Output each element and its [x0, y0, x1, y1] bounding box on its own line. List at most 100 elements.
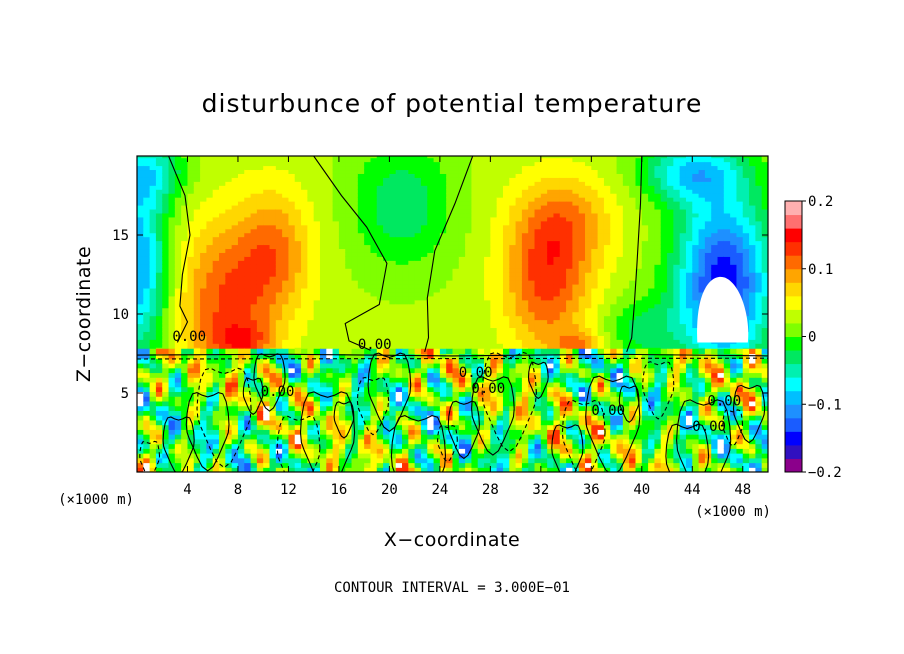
field-cell: [339, 288, 346, 293]
field-cell: [408, 296, 415, 301]
field-cell: [434, 233, 441, 238]
field-cell: [471, 221, 478, 226]
field-cell: [497, 339, 504, 344]
field-cell: [427, 193, 434, 198]
field-cell: [440, 162, 447, 167]
field-cell: [377, 272, 384, 277]
field-cell: [446, 343, 453, 348]
field-cell: [478, 335, 485, 340]
field-cell: [503, 304, 510, 309]
field-cell: [370, 331, 377, 336]
field-cell: [257, 272, 264, 277]
field-cell: [642, 264, 649, 269]
field-cell: [295, 197, 302, 202]
field-cell: [288, 244, 295, 249]
field-cell: [699, 177, 706, 182]
field-cell: [724, 343, 731, 348]
field-cell: [213, 181, 220, 186]
field-cell: [484, 296, 491, 301]
field-cell: [206, 292, 213, 297]
field-cell: [225, 288, 232, 293]
field-cell: [434, 169, 441, 174]
field-cell: [358, 209, 365, 214]
field-cell: [200, 225, 207, 230]
field-cell: [244, 308, 251, 313]
field-cell: [408, 177, 415, 182]
field-cell: [150, 169, 157, 174]
field-cell: [591, 213, 598, 218]
field-cell: [680, 280, 687, 285]
field-cell: [352, 233, 359, 238]
field-cell: [244, 280, 251, 285]
field-cell: [156, 339, 163, 344]
field-cell: [301, 193, 308, 198]
field-cell: [206, 284, 213, 289]
field-cell: [389, 225, 396, 230]
field-cell: [446, 162, 453, 167]
field-cell: [497, 320, 504, 325]
field-cell: [408, 276, 415, 281]
field-cell: [307, 177, 314, 182]
field-cell: [718, 165, 725, 170]
field-cell: [667, 209, 674, 214]
field-cell: [251, 229, 258, 234]
field-cell: [522, 264, 529, 269]
field-cell: [150, 304, 157, 309]
field-cell: [478, 162, 485, 167]
field-cell: [408, 335, 415, 340]
field-cell: [566, 284, 573, 289]
field-cell: [156, 284, 163, 289]
field-cell: [364, 264, 371, 269]
field-cell: [427, 252, 434, 257]
field-cell: [162, 189, 169, 194]
field-cell: [364, 304, 371, 309]
field-cell: [370, 272, 377, 277]
field-cell: [352, 327, 359, 332]
field-cell: [156, 256, 163, 261]
field-cell: [320, 233, 327, 238]
field-cell: [251, 233, 258, 238]
field-cell: [156, 312, 163, 317]
field-cell: [206, 312, 213, 317]
field-cell: [364, 165, 371, 170]
field-cell: [471, 335, 478, 340]
field-cell: [749, 177, 756, 182]
field-cell: [194, 181, 201, 186]
field-cell: [150, 288, 157, 293]
field-cell: [383, 312, 390, 317]
field-cell: [175, 264, 182, 269]
field-cell: [232, 304, 239, 309]
field-cell: [522, 244, 529, 249]
field-cell: [736, 256, 743, 261]
field-cell: [213, 217, 220, 222]
field-cell: [187, 296, 194, 301]
field-cell: [358, 233, 365, 238]
field-cell: [232, 177, 239, 182]
field-cell: [295, 217, 302, 222]
field-cell: [137, 185, 144, 190]
field-cell: [591, 158, 598, 163]
field-cell: [352, 323, 359, 328]
field-cell: [282, 173, 289, 178]
field-cell: [623, 221, 630, 226]
field-cell: [478, 209, 485, 214]
field-cell: [509, 320, 516, 325]
field-cell: [370, 173, 377, 178]
field-cell: [566, 229, 573, 234]
field-cell: [402, 244, 409, 249]
field-cell: [711, 268, 718, 273]
field-cell: [572, 173, 579, 178]
field-cell: [516, 288, 523, 293]
field-cell: [187, 205, 194, 210]
field-cell: [535, 169, 542, 174]
field-cell: [547, 252, 554, 257]
field-cell: [402, 173, 409, 178]
field-cell: [724, 173, 731, 178]
field-cell: [200, 217, 207, 222]
field-cell: [692, 260, 699, 265]
field-cell: [295, 296, 302, 301]
field-cell: [553, 197, 560, 202]
field-cell: [585, 201, 592, 206]
field-cell: [169, 268, 176, 273]
field-cell: [288, 158, 295, 163]
